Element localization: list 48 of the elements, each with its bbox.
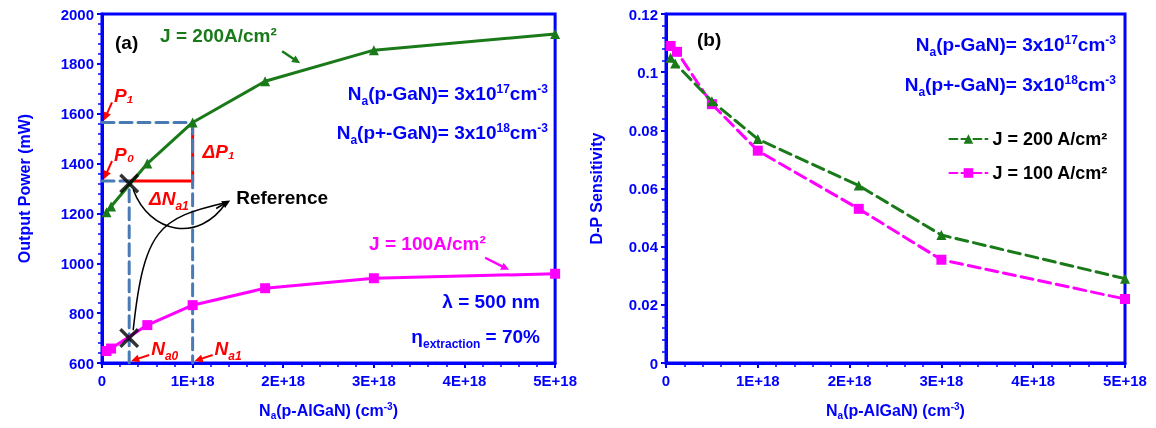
annotation: (a) <box>115 32 139 54</box>
series-label: J = 200A/cm² <box>160 25 277 48</box>
annotation: N$_{a}$(p-GaN)= 3x10$^{17}$cm$^{-3}$ <box>347 81 548 108</box>
x-tick-label: 3E+18 <box>919 372 964 389</box>
x-tick-label: 0 <box>661 372 671 389</box>
x-tick-label: 4E+18 <box>442 372 487 389</box>
annotation: P₁ <box>114 85 134 108</box>
y-tick-label: 1800 <box>60 55 94 73</box>
annotation: N$_{a}$(p-GaN)= 3x10$^{17}$cm$^{-3}$ <box>915 32 1116 59</box>
y-tick-label: 800 <box>68 304 94 322</box>
y-tick-label: 1600 <box>60 105 94 123</box>
x-tick-label: 1E+18 <box>170 372 215 389</box>
legend-label: J = 100 A/cm² <box>992 163 1108 183</box>
y-tick-label: 0.1 <box>637 63 658 81</box>
x-tick-label: 5E+18 <box>1103 372 1147 389</box>
annotation: (b) <box>697 29 722 51</box>
x-tick-label: 2E+18 <box>827 372 872 389</box>
y-tick-label: 0.04 <box>628 238 659 256</box>
x-tick-label: 1E+18 <box>735 372 780 389</box>
y-tick-label: 1400 <box>60 155 94 173</box>
annotation: N$_{a}$(p+-GaN)= 3x10$^{18}$cm$^{-3}$ <box>904 72 1116 99</box>
y-tick-label: 1000 <box>60 254 94 272</box>
x-tick-label: 5E+18 <box>533 372 577 389</box>
y-tick-label: 0 <box>649 354 658 372</box>
x-tick-label: 0 <box>97 372 107 389</box>
series-label: J = 100A/cm² <box>369 232 486 255</box>
y-axis-title: Output Power (mW) <box>15 113 33 264</box>
y-tick-label: 0.08 <box>628 121 658 139</box>
annotation: P₀ <box>114 144 135 167</box>
x-tick-label: 4E+18 <box>1011 372 1056 389</box>
annotation: λ = 500 nm <box>442 291 540 313</box>
annotation: η$_{extraction}$ = 70% <box>411 326 540 351</box>
x-tick-label: 2E+18 <box>261 372 306 389</box>
y-axis-title: D-P Sensitivity <box>587 132 605 245</box>
y-tick-label: 2000 <box>60 5 94 23</box>
y-tick-label: 600 <box>68 354 94 372</box>
x-tick-label: 3E+18 <box>351 372 396 389</box>
legend-label: J = 200 A/cm² <box>992 129 1108 149</box>
annotation: ΔP₁ <box>202 140 235 163</box>
annotation: N$_{a0}$ <box>151 338 179 363</box>
y-tick-label: 1200 <box>60 204 94 222</box>
annotation: Reference <box>236 186 329 209</box>
y-tick-label: 0.06 <box>628 180 658 197</box>
y-tick-label: 0.12 <box>628 5 658 23</box>
y-tick-label: 0.02 <box>628 296 658 314</box>
annotation: N$_{a1}$ <box>214 338 242 363</box>
annotation: ΔN$_{a1}$ <box>148 188 189 213</box>
annotation: N$_{a}$(p+-GaN)= 3x10$^{18}$cm$^{-3}$ <box>336 120 548 147</box>
